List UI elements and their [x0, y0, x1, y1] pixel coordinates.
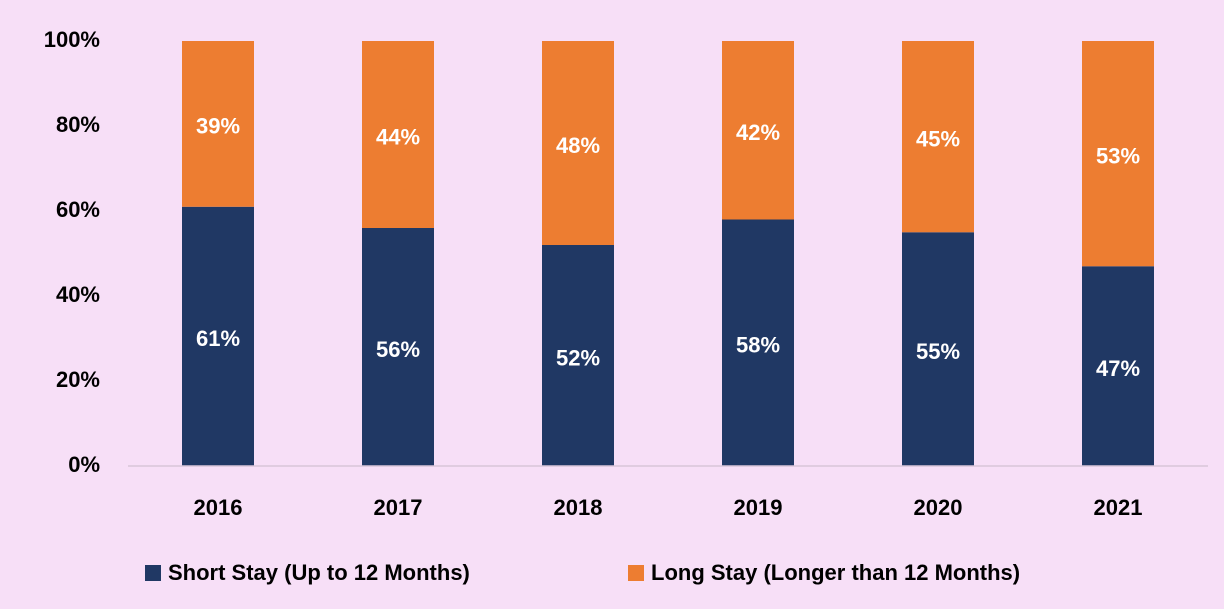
bar-segment [362, 228, 434, 466]
bar-segment [1082, 41, 1154, 267]
y-tick-label: 80% [56, 112, 100, 137]
x-tick-label: 2018 [554, 495, 603, 520]
y-tick-label: 0% [68, 452, 100, 477]
x-tick-label: 2020 [914, 495, 963, 520]
data-label: 44% [376, 124, 420, 149]
data-label: 53% [1096, 143, 1140, 168]
bar-segment [722, 219, 794, 466]
data-label: 56% [376, 337, 420, 362]
bar-segment [902, 232, 974, 466]
legend-swatch [145, 565, 161, 581]
data-label: 45% [916, 126, 960, 151]
data-label: 42% [736, 120, 780, 145]
bar-segment [1082, 266, 1154, 466]
bar-segment [182, 206, 254, 466]
x-tick-label: 2021 [1094, 495, 1143, 520]
bar-segment [542, 41, 614, 245]
y-tick-label: 60% [56, 197, 100, 222]
x-tick-label: 2017 [374, 495, 423, 520]
bar-segment [182, 41, 254, 207]
legend-swatch [628, 565, 644, 581]
data-label: 39% [196, 114, 240, 139]
y-tick-label: 100% [44, 27, 100, 52]
y-tick-label: 40% [56, 282, 100, 307]
bar-segment [722, 41, 794, 220]
data-label: 55% [916, 339, 960, 364]
y-tick-label: 20% [56, 367, 100, 392]
data-label: 61% [196, 326, 240, 351]
data-label: 52% [556, 345, 600, 370]
data-label: 47% [1096, 356, 1140, 381]
legend-label: Long Stay (Longer than 12 Months) [651, 560, 1020, 585]
bar-segment [542, 245, 614, 466]
legend-label: Short Stay (Up to 12 Months) [168, 560, 470, 585]
x-tick-label: 2016 [194, 495, 243, 520]
x-tick-label: 2019 [734, 495, 783, 520]
bar-segment [902, 41, 974, 233]
data-label: 48% [556, 133, 600, 158]
bar-segment [362, 41, 434, 228]
data-label: 58% [736, 333, 780, 358]
